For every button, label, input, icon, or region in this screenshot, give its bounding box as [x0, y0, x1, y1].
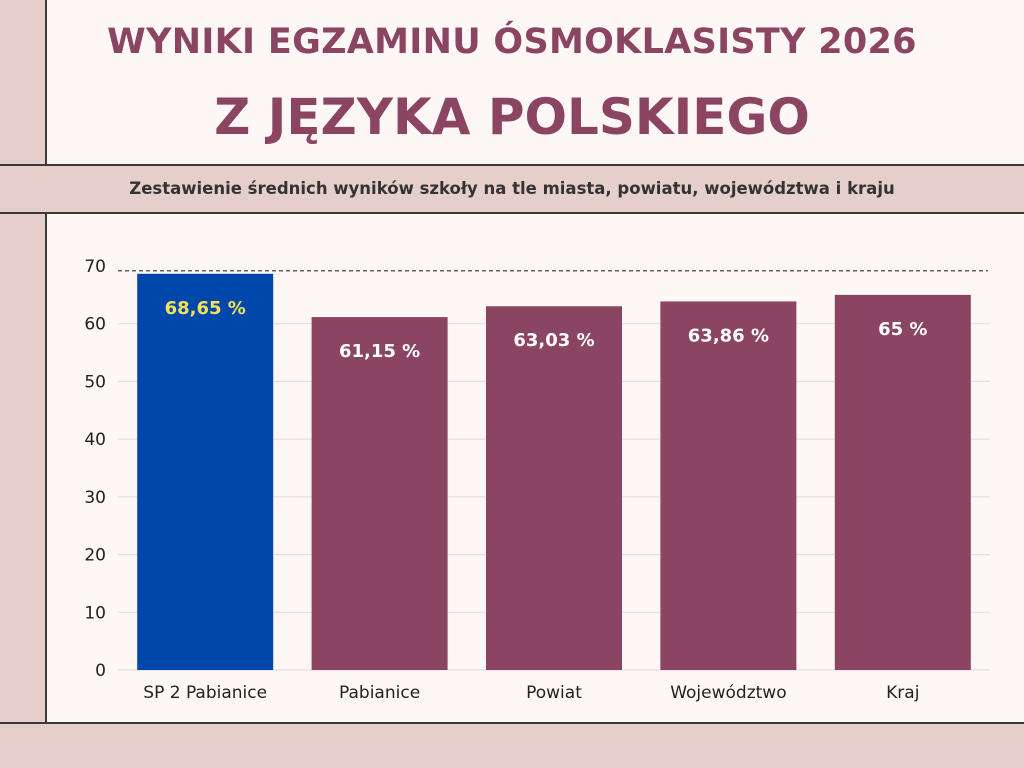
y-tick-label: 20	[84, 546, 106, 566]
bar-5	[834, 294, 971, 670]
y-tick-label: 50	[84, 372, 106, 392]
y-tick-label: 60	[84, 315, 106, 335]
title-area	[47, 0, 1024, 164]
left-decor-strip	[0, 0, 46, 722]
bar-value-label: 63,86 %	[688, 325, 769, 346]
bar-value-label: 61,15 %	[339, 341, 420, 362]
bottom-band	[0, 722, 1024, 768]
bar-chart: 0 10 20 30 40 50 60 70 68,65 % SP 2 Pabianice 61,1…	[84, 257, 990, 703]
y-tick-label: 40	[84, 430, 106, 450]
y-tick-label: 30	[84, 488, 106, 508]
y-tick-label: 10	[84, 603, 106, 623]
bar-1	[137, 273, 274, 670]
y-tick-label: 70	[84, 257, 106, 277]
subtitle-band: Zestawienie średnich wyników szkoły na t…	[0, 164, 1024, 214]
page-title-line2: Z JĘZYKA POLSKIEGO	[214, 88, 810, 146]
bar-4	[660, 301, 797, 670]
bar-2	[311, 317, 448, 670]
x-category-label: Kraj	[886, 683, 919, 703]
x-category-label: Pabianice	[339, 683, 420, 703]
bar-value-label: 68,65 %	[165, 298, 246, 319]
bar-value-label: 65 %	[878, 319, 927, 340]
left-divider-line-lower	[45, 214, 47, 722]
x-category-label: Powiat	[526, 683, 582, 703]
y-tick-label: 0	[95, 661, 106, 681]
x-category-label: Województwo	[670, 683, 786, 703]
chart-subtitle: Zestawienie średnich wyników szkoły na t…	[129, 179, 895, 198]
bar-value-label: 63,03 %	[513, 330, 594, 351]
x-category-label: SP 2 Pabianice	[143, 683, 267, 703]
bar-3	[486, 306, 622, 670]
page-title-line1: WYNIKI EGZAMINU ÓSMOKLASISTY 2026	[107, 22, 917, 62]
